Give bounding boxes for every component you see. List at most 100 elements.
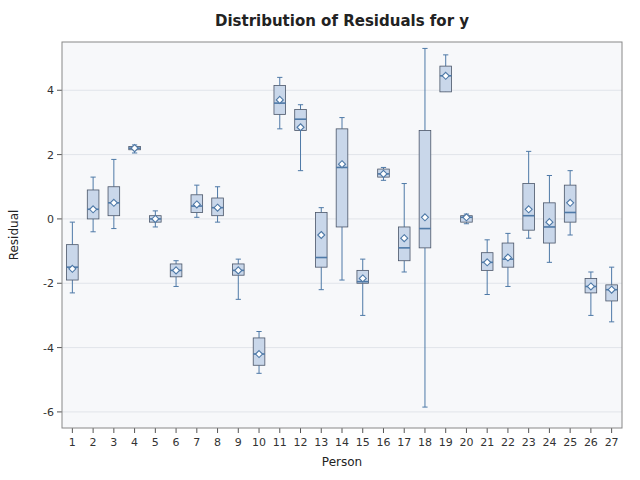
mean-marker: [173, 267, 180, 274]
whisker-lower: [196, 212, 197, 217]
tick-mark: [590, 428, 591, 433]
whisker-upper: [507, 233, 508, 243]
whisker-upper: [611, 267, 612, 285]
whisker-lower: [404, 261, 405, 272]
tick-mark: [362, 428, 363, 433]
cap-upper: [443, 54, 448, 55]
box-group: [419, 48, 431, 407]
whisker-lower: [549, 243, 550, 262]
tick-label: 14: [335, 436, 349, 449]
tick-mark: [238, 428, 239, 433]
tick-label: 17: [397, 436, 411, 449]
tick-mark: [196, 428, 197, 433]
cap-upper: [236, 259, 241, 260]
box: [502, 243, 514, 267]
tick-label: 7: [193, 436, 200, 449]
whisker-upper: [321, 208, 322, 213]
cap-upper: [153, 210, 158, 211]
box-group: [378, 167, 390, 180]
box-group: [481, 240, 493, 295]
box: [544, 203, 556, 243]
tick-mark: [57, 218, 62, 219]
whisker-lower: [72, 280, 73, 293]
tick-mark: [72, 428, 73, 433]
tick-mark: [93, 428, 94, 433]
cap-lower: [194, 217, 199, 218]
cap-lower: [422, 407, 427, 408]
tick-mark: [466, 428, 467, 433]
cap-lower: [547, 262, 552, 263]
cap-upper: [588, 271, 593, 272]
box: [378, 169, 390, 177]
tick-label: 1: [69, 436, 76, 449]
whisker-upper: [424, 48, 425, 130]
box-group: [253, 332, 265, 374]
cap-upper: [319, 207, 324, 208]
cap-lower: [298, 170, 303, 171]
median: [315, 257, 327, 259]
cap-upper: [381, 167, 386, 168]
mean-marker: [525, 206, 532, 213]
whisker-upper: [570, 171, 571, 185]
mean-marker: [110, 199, 117, 206]
cap-lower: [111, 228, 116, 229]
tick-mark: [57, 411, 62, 412]
box-group: [191, 185, 203, 217]
mean-marker: [318, 232, 325, 239]
tick-mark: [404, 428, 405, 433]
box-group: [398, 184, 410, 272]
tick-label: 11: [273, 436, 287, 449]
tick-label: 25: [563, 436, 577, 449]
box: [253, 338, 265, 365]
tick-label: 2: [47, 149, 54, 162]
tick-label: 0: [47, 213, 54, 226]
box: [295, 110, 307, 131]
chart: -6-4-20241234567891011121314151617181920…: [0, 0, 640, 480]
box-group: [544, 175, 556, 262]
box: [87, 190, 99, 219]
tick-mark: [57, 90, 62, 91]
cap-upper: [194, 185, 199, 186]
box: [398, 227, 410, 261]
box: [108, 187, 120, 216]
cap-upper: [526, 151, 531, 152]
whisker-upper: [217, 187, 218, 198]
median: [564, 212, 576, 214]
cap-lower: [319, 289, 324, 290]
whisker-upper: [72, 222, 73, 245]
grid-line: [62, 347, 622, 348]
tick-label: 15: [356, 436, 370, 449]
mean-marker: [421, 214, 428, 221]
whisker-upper: [487, 240, 488, 253]
y-axis: -6-4-2024: [43, 84, 622, 419]
tick-label: 27: [605, 436, 619, 449]
cap-lower: [153, 226, 158, 227]
box-group: [150, 211, 162, 227]
tick-mark: [570, 428, 571, 433]
tick-label: 2: [90, 436, 97, 449]
box: [67, 245, 79, 280]
box: [336, 129, 348, 227]
whisker-lower: [259, 365, 260, 373]
cap-upper: [360, 259, 365, 260]
box-group: [440, 55, 452, 92]
box-group: [585, 272, 597, 315]
box-group: [502, 233, 514, 286]
whisker-upper: [238, 259, 239, 264]
tick-mark: [487, 428, 488, 433]
whisker-upper: [362, 259, 363, 270]
whisker-upper: [93, 177, 94, 190]
plot-frame: [62, 42, 622, 428]
whisker-lower: [362, 283, 363, 315]
cap-lower: [256, 373, 261, 374]
tick-label: 12: [294, 436, 308, 449]
cap-lower: [70, 292, 75, 293]
mean-marker: [69, 265, 76, 272]
cap-upper: [111, 159, 116, 160]
tick-label: 4: [47, 84, 54, 97]
cap-lower: [588, 315, 593, 316]
tick-label: 16: [376, 436, 390, 449]
mean-marker: [131, 145, 138, 152]
box: [170, 264, 182, 277]
whisker-lower: [424, 248, 425, 407]
